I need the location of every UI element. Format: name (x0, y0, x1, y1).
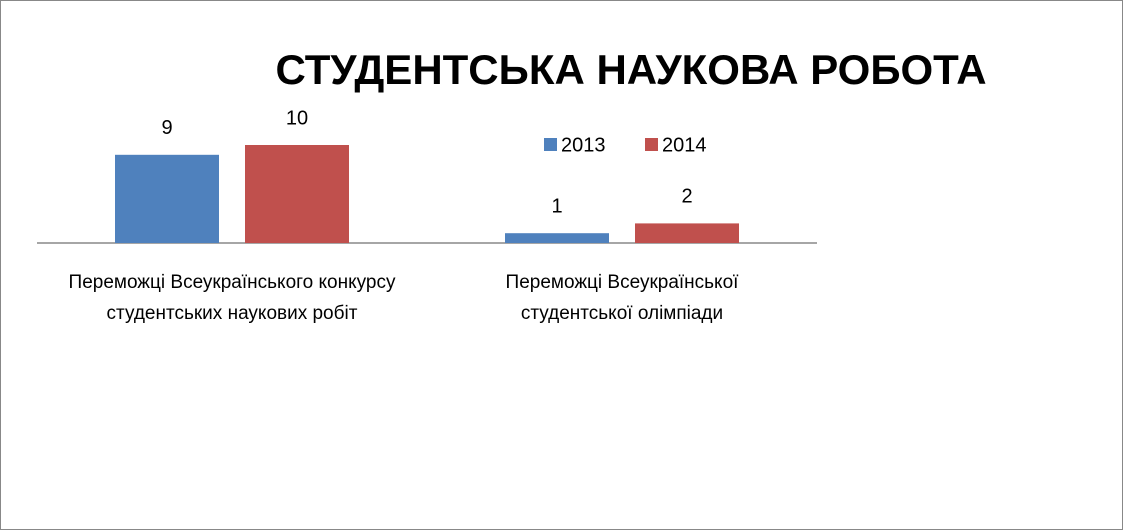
data-label: 10 (286, 107, 308, 129)
bar (245, 145, 349, 243)
legend-swatch (544, 138, 557, 151)
bar (115, 154, 219, 243)
legend-swatch (645, 138, 658, 151)
legend-label: 2014 (662, 134, 707, 156)
x-tick-label: Переможці Всеукраїнського конкурсу студе… (68, 272, 396, 324)
legend-label: 2013 (561, 134, 606, 156)
bar (505, 233, 609, 243)
data-label: 9 (161, 117, 172, 139)
data-label: 1 (551, 195, 562, 217)
bar (635, 223, 739, 243)
chart-title: СТУДЕНТСЬКА НАУКОВА РОБОТА (275, 46, 986, 93)
data-label: 2 (681, 186, 692, 208)
x-tick-label: Переможці Всеукраїнської студентської ол… (505, 272, 739, 324)
